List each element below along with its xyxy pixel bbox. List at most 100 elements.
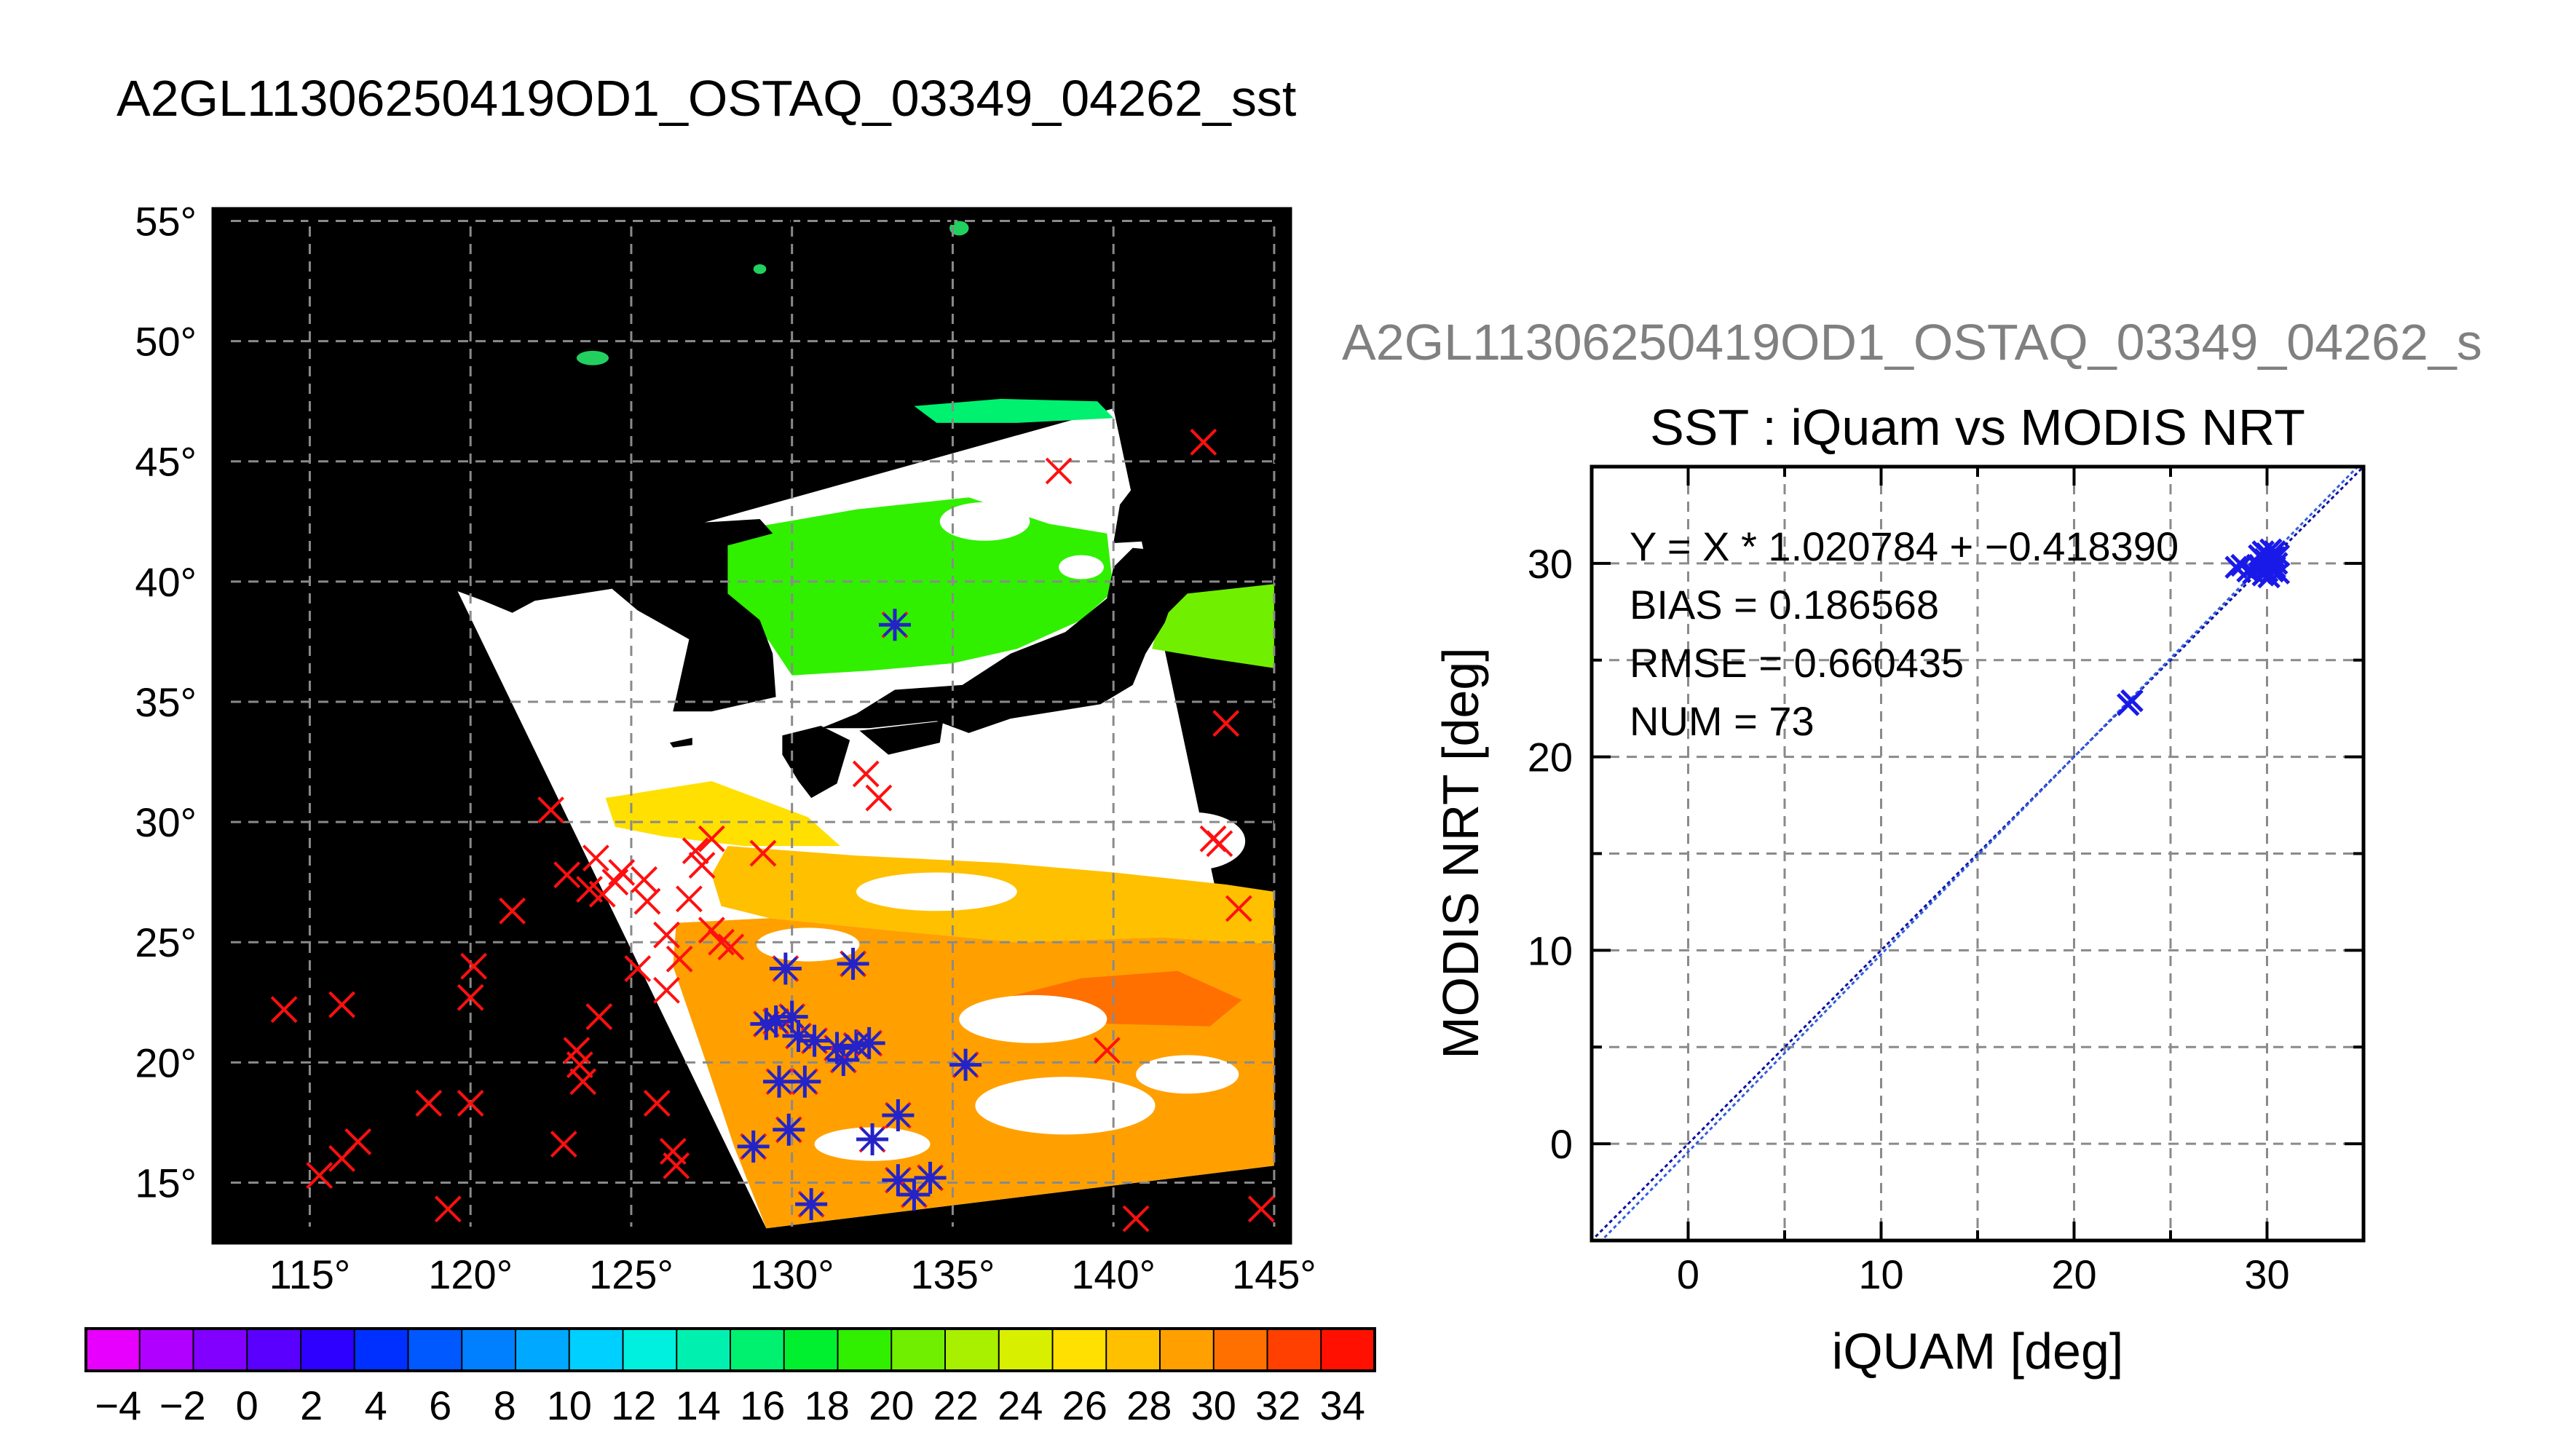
insitu-outside-marker xyxy=(434,1195,462,1223)
scatter-ylabel: MODIS NRT [deg] xyxy=(1432,647,1489,1059)
scatter-ticks xyxy=(1592,467,2364,1241)
truncated-panel-title: A2GL11306250419OD1_OSTAQ_03349_04262_s xyxy=(1342,314,2482,371)
insitu-outside-marker xyxy=(270,996,298,1024)
scatter-xtick-label: 10 xyxy=(1858,1251,1903,1297)
colorbar-cell xyxy=(1267,1329,1322,1371)
map-lat-label: 15° xyxy=(135,1160,197,1206)
scatter-stats: Y = X * 1.020784 + −0.418390 BIAS = 0.18… xyxy=(1630,523,2179,744)
insitu-outside-marker xyxy=(698,825,725,852)
map-lat-label: 35° xyxy=(135,679,197,725)
insitu-matched-marker xyxy=(949,1048,982,1081)
map-lat-label: 45° xyxy=(135,439,197,485)
cloud-patch xyxy=(959,994,1107,1043)
colorbar-cell xyxy=(569,1329,623,1371)
colorbar-tick-label: 30 xyxy=(1191,1382,1236,1428)
colorbar-tick-label: 10 xyxy=(547,1382,592,1428)
scatter-tick-labels: 0 10 20 30 0 10 20 30 xyxy=(1528,541,2290,1297)
land-region xyxy=(457,519,776,712)
map-lon-label: 120° xyxy=(428,1251,513,1297)
scatter-xlabel: iQUAM [deg] xyxy=(1832,1323,2124,1380)
cloud-mask xyxy=(757,502,1246,1161)
scatter-ytick-label: 20 xyxy=(1528,735,1573,780)
colorbar-cell xyxy=(354,1329,408,1371)
sst-colorbar: −4 −2 0 2 4 6 8 10 12 14 16 18 20 22 24 26 28 30 32 34 xyxy=(84,1327,1376,1428)
scatter-xtick-label: 20 xyxy=(2051,1251,2096,1297)
cloud-patch xyxy=(1136,1055,1239,1094)
insitu-outside-marker xyxy=(653,921,680,949)
map-lat-label: 40° xyxy=(135,559,197,605)
map-latitude-labels: 15° 20° 25° 30° 35° 40° 45° 50° 55° xyxy=(135,199,197,1206)
bias-stat: BIAS = 0.186568 xyxy=(1630,582,1939,628)
insitu-outside-marker xyxy=(457,984,484,1011)
colorbar-cell xyxy=(837,1329,892,1371)
insitu-outside-marker xyxy=(550,1131,577,1158)
colorbar-tick-label: 14 xyxy=(676,1382,721,1428)
colorbar-cell xyxy=(623,1329,677,1371)
insitu-outside-marker xyxy=(1206,830,1233,858)
cloud-patch xyxy=(1142,812,1246,871)
insitu-outside-marker xyxy=(328,991,356,1018)
scatter-point xyxy=(2263,540,2286,563)
map-lat-label: 20° xyxy=(135,1040,197,1085)
insitu-outside-marker xyxy=(457,1090,484,1117)
insitu-outside-marker xyxy=(566,1051,593,1079)
scatter-xtick-label: 30 xyxy=(2244,1251,2289,1297)
fit-equation: Y = X * 1.020784 + −0.418390 xyxy=(1630,523,2179,569)
land-region xyxy=(669,737,692,748)
colorbar-cell xyxy=(193,1329,248,1371)
insitu-outside-marker xyxy=(608,859,636,886)
insitu-matched-marker xyxy=(853,1026,885,1059)
colorbar-tick-label: 2 xyxy=(300,1382,323,1428)
insitu-matched-marker xyxy=(769,952,802,985)
land-region xyxy=(859,721,944,755)
insitu-outside-marker xyxy=(582,844,609,872)
insitu-outside-marker xyxy=(415,1090,443,1117)
insitu-outside-marker xyxy=(653,976,680,1004)
scatter-xtick-label: 0 xyxy=(1677,1251,1699,1297)
one-to-one-line xyxy=(1592,467,2364,1241)
colorbar-tick-label: 6 xyxy=(429,1382,451,1428)
sst-region xyxy=(702,497,1114,676)
insitu-outside-marker xyxy=(852,760,880,788)
insitu-outside-marker xyxy=(663,1152,690,1179)
insitu-outside-marker xyxy=(717,933,745,961)
insitu-outside-marker xyxy=(1045,457,1073,485)
map-lat-label: 25° xyxy=(135,919,197,965)
insitu-outside-marker xyxy=(460,952,488,980)
colorbar-tick-label: −2 xyxy=(159,1382,206,1428)
map-lon-label: 125° xyxy=(589,1251,674,1297)
colorbar-tick-label: 18 xyxy=(805,1382,850,1428)
insitu-outside-marker xyxy=(1122,1205,1150,1233)
colorbar-cell xyxy=(891,1329,946,1371)
insitu-outside-marker xyxy=(1212,710,1240,737)
colorbar-cell xyxy=(247,1329,301,1371)
scatter-point xyxy=(2120,689,2144,713)
insitu-outside-marker xyxy=(1225,895,1252,922)
colorbar-cell xyxy=(301,1329,355,1371)
insitu-matched-marker xyxy=(878,609,911,641)
colorbar-cell xyxy=(998,1329,1053,1371)
land-region xyxy=(1113,449,1274,543)
sst-region xyxy=(1152,584,1274,668)
colorbar-cell xyxy=(462,1329,516,1371)
colorbar-tick-label: 26 xyxy=(1062,1382,1107,1428)
rmse-stat: RMSE = 0.660435 xyxy=(1630,640,1964,686)
colorbar-tick-label: 24 xyxy=(998,1382,1043,1428)
insitu-matched-marker xyxy=(856,1123,889,1155)
sst-region xyxy=(914,398,1114,423)
colorbar-cell xyxy=(730,1329,785,1371)
colorbar-cell xyxy=(86,1329,141,1371)
colorbar-tick-label: 0 xyxy=(236,1382,258,1428)
main-title: A2GL11306250419OD1_OSTAQ_03349_04262_sst xyxy=(117,70,1297,127)
scatter-title: SST : iQuam vs MODIS NRT xyxy=(1650,399,2305,456)
scatter-ytick-label: 10 xyxy=(1528,927,1573,973)
colorbar-tick-label: 8 xyxy=(494,1382,516,1428)
colorbar-cells xyxy=(86,1329,1375,1371)
insitu-matched-marker xyxy=(759,1005,792,1038)
insitu-outside-marker xyxy=(306,1162,333,1189)
map-lon-label: 115° xyxy=(269,1251,351,1297)
num-stat: NUM = 73 xyxy=(1630,698,1814,744)
map-ticks xyxy=(213,209,1290,1243)
insitu-matched-marker xyxy=(798,1024,831,1057)
insitu-outside-marker xyxy=(569,1068,597,1096)
